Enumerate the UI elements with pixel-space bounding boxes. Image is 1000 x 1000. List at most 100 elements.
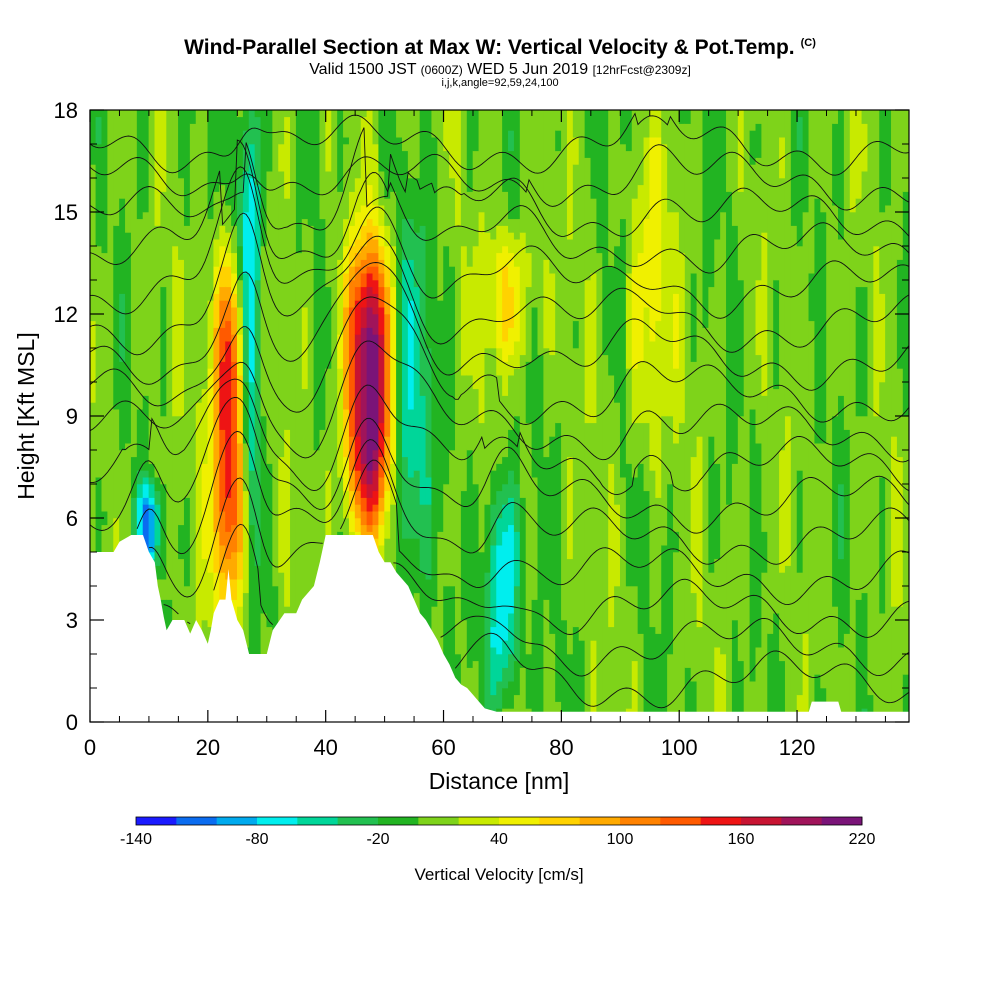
field-cell [608, 266, 615, 376]
field-cell [366, 470, 374, 485]
field-column [172, 110, 179, 722]
field-cell [142, 211, 150, 396]
field-cell [378, 497, 386, 512]
field-column [714, 110, 722, 722]
field-cell [237, 306, 244, 335]
field-cell [307, 225, 315, 634]
colorbar-swatch [216, 817, 258, 825]
field-cell [726, 191, 733, 505]
colorbar-label: -80 [245, 831, 268, 848]
field-cell [755, 123, 763, 158]
field-cell [478, 422, 486, 553]
field-cell [655, 497, 663, 634]
field-column [242, 110, 250, 722]
field-cell [837, 110, 845, 240]
field-cell [95, 110, 103, 118]
field-cell [832, 415, 839, 607]
field-cell [360, 483, 368, 498]
field-column [431, 110, 439, 722]
field-column [808, 110, 816, 722]
field-cell [407, 300, 415, 410]
field-cell [619, 110, 627, 145]
field-cell [378, 510, 386, 526]
field-cell [619, 218, 627, 478]
field-cell [160, 483, 168, 580]
field-cell [178, 415, 185, 526]
field-cell [136, 483, 144, 498]
field-cell [213, 572, 221, 621]
y-tick-label: 6 [66, 506, 78, 531]
field-cell [614, 245, 621, 403]
colorbar-swatch [660, 817, 702, 825]
field-cell [472, 483, 480, 662]
field-cell [207, 218, 215, 301]
field-cell [348, 436, 356, 471]
field-cell [879, 293, 887, 383]
field-column [784, 110, 792, 722]
field-cell [378, 204, 386, 226]
field-cell [678, 110, 686, 124]
field-cell [714, 238, 722, 464]
field-cell [502, 191, 509, 226]
field-cell [178, 110, 185, 179]
field-cell [360, 204, 368, 226]
field-cell [731, 463, 739, 621]
field-cell [502, 245, 509, 267]
field-cell [572, 164, 580, 322]
field-column [201, 110, 209, 722]
field-cell [219, 245, 227, 267]
x-tick-label: 80 [549, 735, 573, 760]
field-cell [731, 619, 739, 722]
field-cell [231, 225, 238, 254]
field-cell [401, 150, 409, 220]
field-cell [513, 415, 521, 485]
field-cell [508, 497, 515, 526]
field-cell [708, 110, 716, 288]
field-cell [101, 110, 109, 254]
field-cell [348, 510, 356, 532]
field-cell [413, 232, 421, 288]
field-cell [225, 110, 233, 206]
field-cell [142, 483, 150, 498]
field-cell [366, 306, 374, 328]
field-cell [248, 143, 256, 179]
field-cell [248, 524, 256, 722]
field-cell [731, 110, 739, 226]
field-cell [278, 143, 286, 172]
field-cell [460, 490, 468, 621]
field-cell [837, 238, 845, 396]
field-cell [861, 170, 869, 288]
field-cell [502, 266, 509, 342]
field-cell [148, 463, 156, 478]
field-cell [372, 252, 380, 267]
field-cell [354, 252, 362, 267]
theta-contour [454, 632, 909, 709]
field-cell [755, 442, 763, 648]
field-cell [519, 354, 527, 498]
field-column [837, 110, 845, 722]
field-cell [372, 334, 380, 451]
field-cell [625, 585, 633, 709]
field-column [331, 110, 339, 722]
field-cell [637, 184, 645, 254]
field-cell [419, 504, 427, 573]
field-cell [602, 110, 610, 356]
field-cell [779, 660, 786, 722]
field-cell [555, 150, 562, 424]
y-tick-label: 0 [66, 710, 78, 735]
field-column [460, 110, 468, 722]
field-cell [160, 415, 168, 485]
field-cell [284, 198, 291, 430]
field-cell [354, 436, 362, 471]
field-cell [832, 123, 839, 206]
field-cell [502, 340, 509, 362]
field-cell [590, 640, 598, 722]
field-cell [631, 266, 639, 369]
field-cell [649, 110, 657, 138]
field-cell [284, 429, 291, 607]
field-cell [572, 110, 580, 138]
field-cell [431, 136, 439, 607]
field-cell [95, 245, 103, 478]
colorbar-swatch [257, 817, 298, 825]
field-cell [891, 436, 898, 607]
